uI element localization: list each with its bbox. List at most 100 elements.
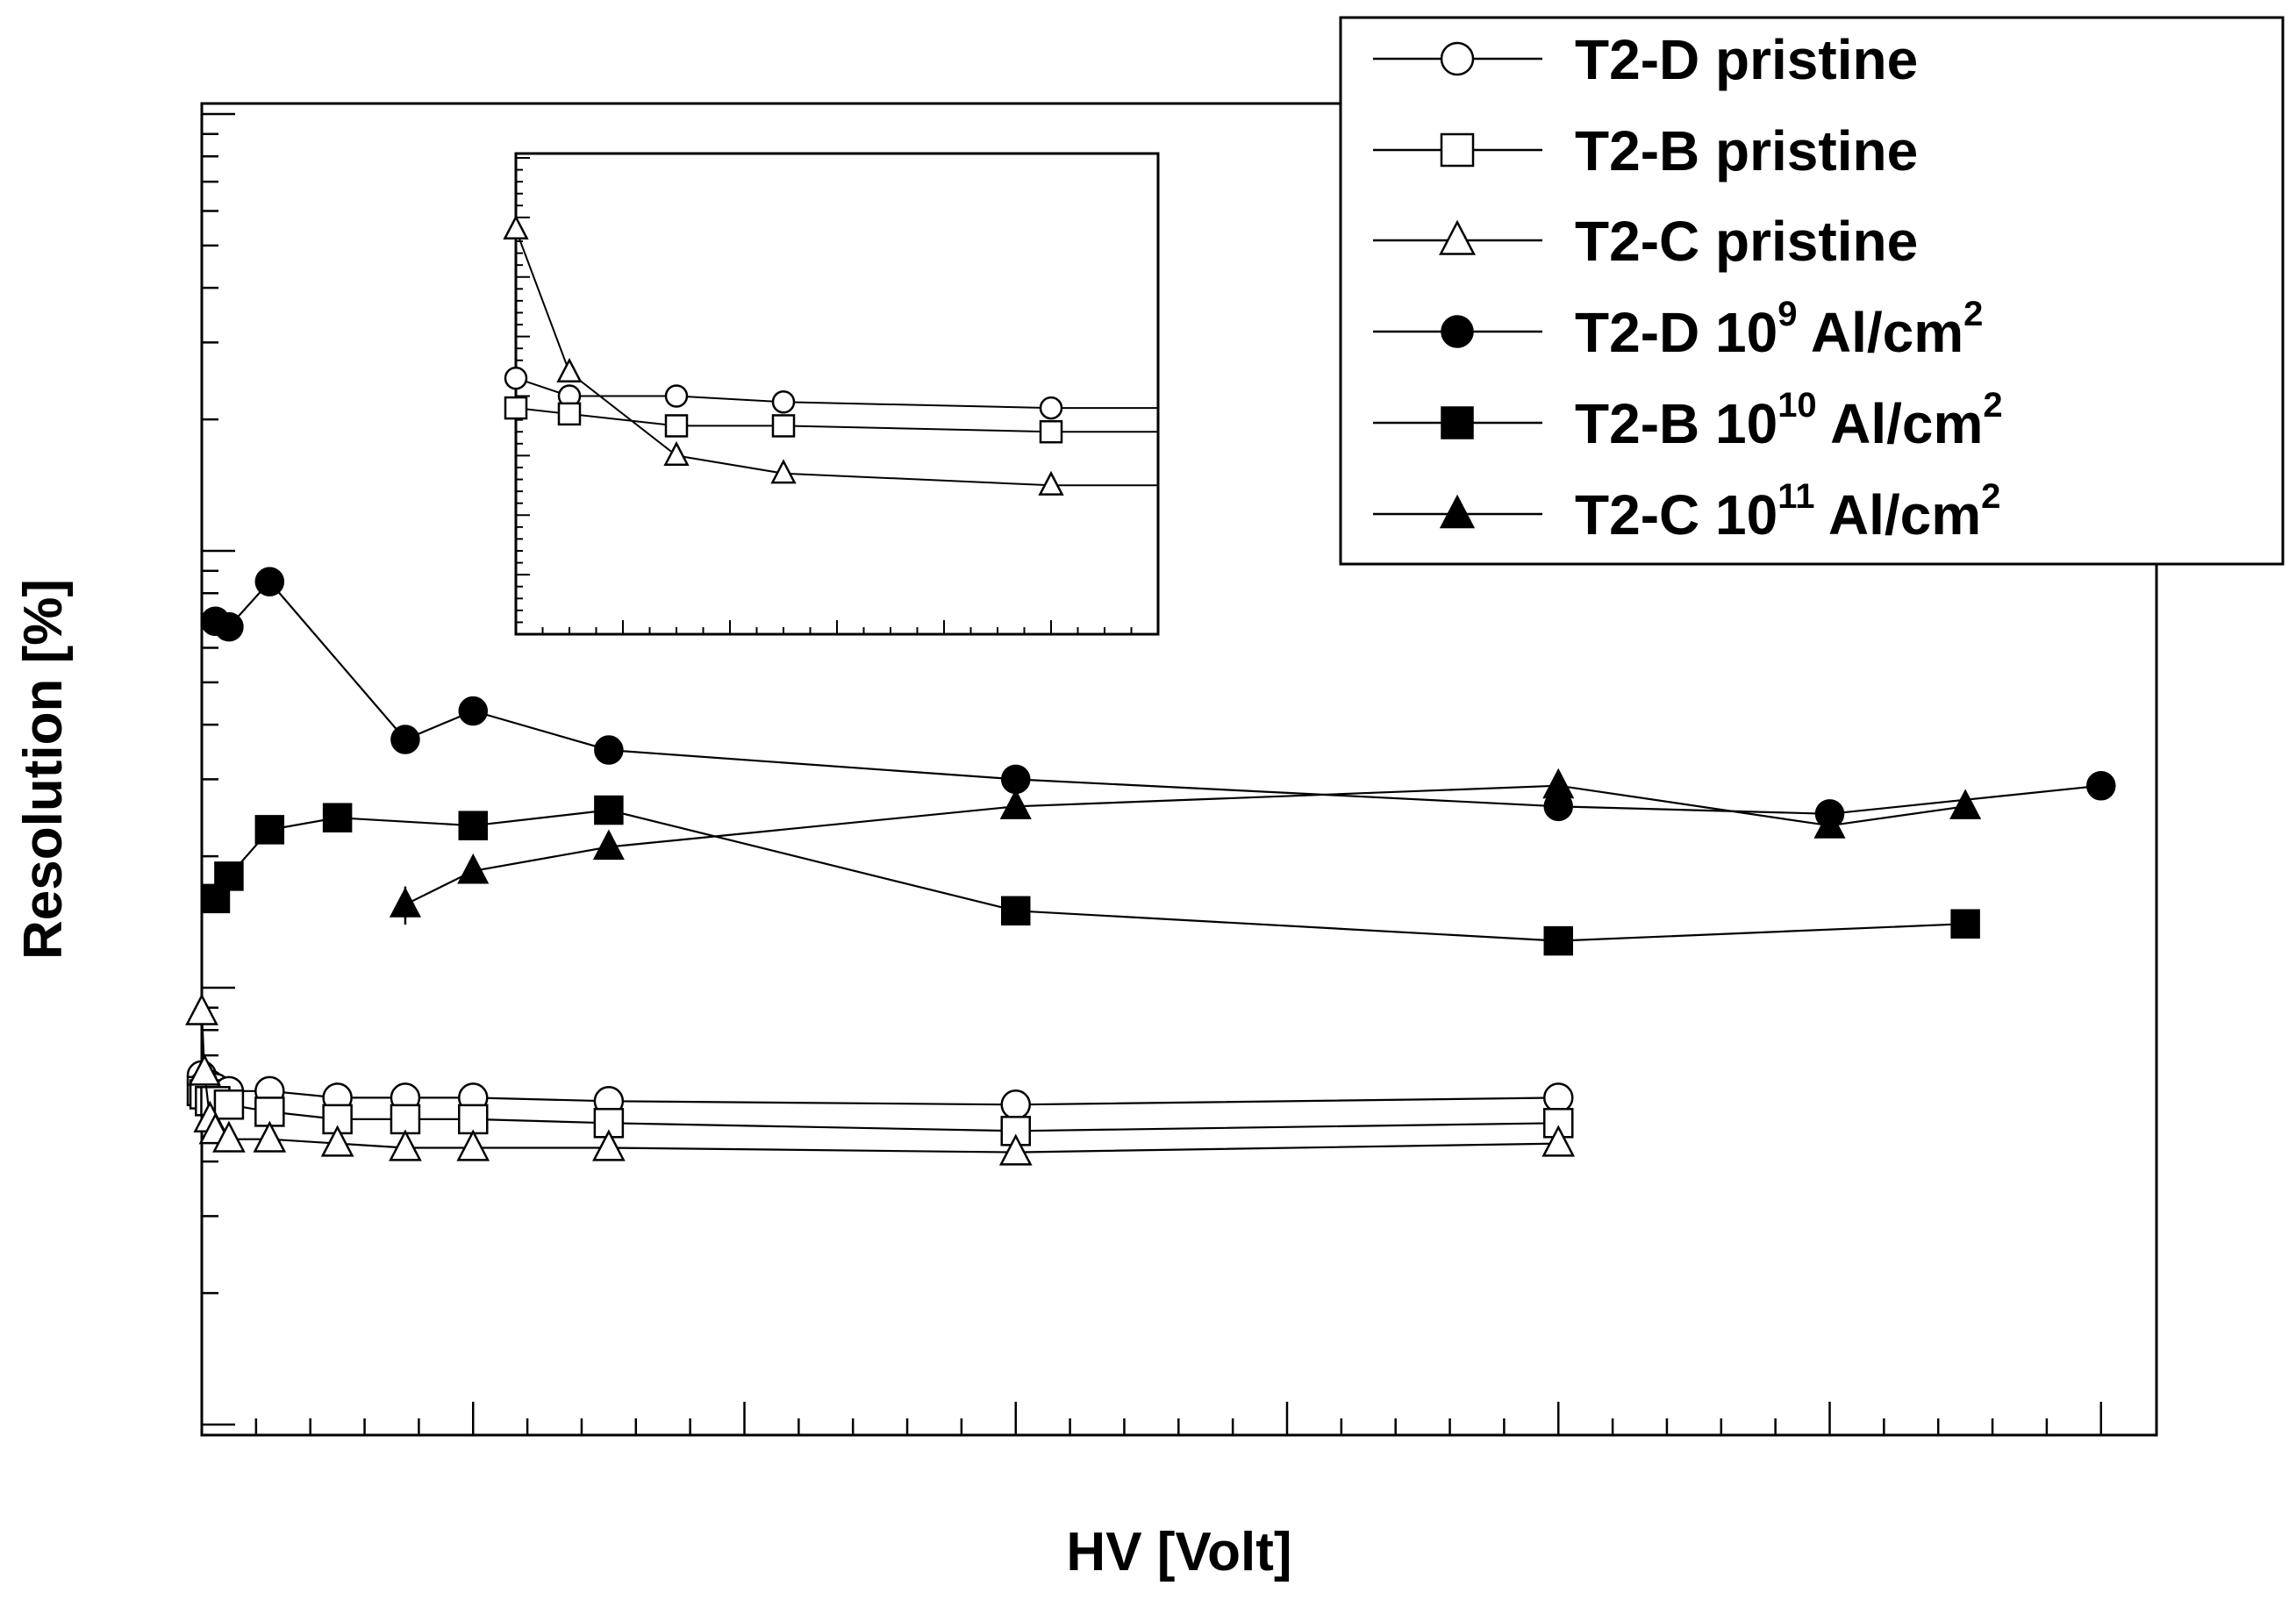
data-point <box>320 1125 354 1157</box>
legend-label-part: Al/cm <box>1814 483 1981 546</box>
legend-label-part: T2-D 10 <box>1575 301 1777 364</box>
legend-label-part: 9 <box>1777 295 1797 333</box>
legend-label-part: T2-B pristine <box>1575 119 1918 182</box>
data-point <box>254 567 285 596</box>
inset-data-point <box>770 459 797 484</box>
legend-label-part: 2 <box>1963 295 1983 333</box>
legend-label: T2-C pristine <box>1575 210 1918 273</box>
data-point <box>998 1133 1033 1166</box>
inset-series-1 <box>504 396 1158 444</box>
data-point <box>1813 808 1846 839</box>
data-point <box>389 1129 422 1161</box>
inset-data-point <box>771 390 796 414</box>
data-point <box>214 611 244 642</box>
legend-marker <box>1441 315 1474 348</box>
legend-label: T2-D 109 Al/cm2 <box>1575 295 1983 364</box>
data-point <box>458 1104 489 1135</box>
data-point <box>592 1129 626 1161</box>
series-2 <box>185 993 1576 1166</box>
legend-items: T2-D pristine T2-B pristine T2-C pristine T… <box>1373 28 2003 546</box>
data-point <box>1543 925 1573 956</box>
inset-data-point <box>664 384 689 408</box>
inset-data-point <box>504 396 528 420</box>
data-point <box>212 1120 246 1153</box>
inset-frame <box>514 152 1160 636</box>
data-point <box>999 789 1032 819</box>
legend-box <box>1339 16 2285 566</box>
legend-item-4: T2-B 1010 Al/cm2 <box>1373 386 2003 455</box>
data-point <box>456 1129 490 1161</box>
data-point <box>457 853 490 884</box>
legend-label-part: Al/cm <box>1797 301 1963 364</box>
data-point <box>214 861 244 891</box>
inset-data-point <box>503 214 529 240</box>
data-point <box>458 696 488 726</box>
inset-data-point <box>1039 396 1063 420</box>
legend-label-part: 2 <box>1981 477 2000 516</box>
main-series-group <box>185 567 2116 1166</box>
inset-data-point <box>771 414 796 438</box>
series-line <box>215 580 2101 815</box>
series-4 <box>200 795 1980 956</box>
legend-label-part: 10 <box>1777 386 1817 425</box>
legend-label-part: T2-C 10 <box>1575 483 1777 546</box>
legend-label-part: T2-D pristine <box>1575 28 1918 91</box>
inset-series-2 <box>503 214 1158 496</box>
legend-label: T2-C 1011 Al/cm2 <box>1575 477 2000 546</box>
inset-series-line <box>515 229 1158 487</box>
inset-data-point <box>663 440 690 466</box>
inset-data-point <box>1038 470 1064 496</box>
series-3 <box>200 567 2116 829</box>
data-point <box>594 735 624 765</box>
inset-data-point <box>664 414 689 438</box>
data-point <box>1001 896 1031 926</box>
legend-item-1: T2-B pristine <box>1373 119 1918 182</box>
inset-ticks <box>515 157 1159 635</box>
x-axis-title: HV [Volt] <box>1066 1522 1291 1582</box>
legend-marker <box>1439 494 1476 529</box>
legend-item-5: T2-C 1011 Al/cm2 <box>1373 477 2000 546</box>
legend-marker <box>1439 219 1476 255</box>
legend-label: T2-D pristine <box>1575 28 1918 91</box>
legend-marker <box>1440 41 1475 76</box>
inset-data-point <box>1039 419 1063 444</box>
legend-item-2: T2-C pristine <box>1373 210 1918 273</box>
data-point <box>1949 789 1982 819</box>
legend-item-3: T2-D 109 Al/cm2 <box>1373 295 1983 364</box>
inset-data-point <box>504 366 528 390</box>
legend-marker <box>1440 132 1475 168</box>
data-point <box>188 1054 221 1086</box>
data-point <box>1542 768 1575 799</box>
legend-item-0: T2-D pristine <box>1373 28 1918 91</box>
data-point <box>253 1120 287 1153</box>
legend-marker <box>1441 406 1474 439</box>
y-axis-title: Resolution [%] <box>13 579 74 960</box>
data-point <box>254 815 285 845</box>
legend-label-part: T2-B 10 <box>1575 392 1777 455</box>
data-point <box>390 1104 421 1135</box>
legend-label-part: 11 <box>1777 477 1814 516</box>
inset-data-point <box>556 357 583 382</box>
data-point <box>1950 909 1980 939</box>
data-point <box>458 811 488 840</box>
legend: T2-D pristine T2-B pristine T2-C pristine T… <box>1339 16 2285 566</box>
data-point <box>592 829 625 861</box>
data-point <box>185 993 218 1025</box>
inset-panel <box>503 152 1160 636</box>
legend-label-part: Al/cm <box>1817 392 1984 455</box>
inset-series-group <box>503 214 1158 496</box>
data-point <box>2086 770 2116 801</box>
legend-label-part: T2-C pristine <box>1575 210 1918 273</box>
data-point <box>322 803 353 832</box>
series-5 <box>389 768 1982 918</box>
data-point <box>594 795 624 825</box>
data-point <box>390 725 420 754</box>
axis-ticks <box>200 112 2102 1435</box>
inset-data-point <box>557 402 582 426</box>
data-point <box>1541 1125 1576 1157</box>
legend-label: T2-B pristine <box>1575 119 1918 182</box>
data-point <box>213 1089 245 1120</box>
data-point <box>1000 1089 1031 1120</box>
legend-label: T2-B 1010 Al/cm2 <box>1575 386 2003 455</box>
